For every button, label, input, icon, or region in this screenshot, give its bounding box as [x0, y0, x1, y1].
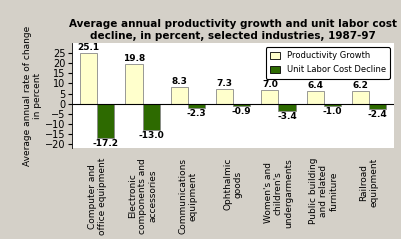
Bar: [170, 87, 187, 104]
Bar: [97, 104, 114, 138]
Bar: [215, 89, 233, 104]
Text: -2.3: -2.3: [186, 109, 206, 118]
Text: -17.2: -17.2: [93, 140, 119, 148]
Text: 6.4: 6.4: [306, 81, 322, 90]
Text: 6.2: 6.2: [352, 81, 367, 90]
Text: -13.0: -13.0: [138, 131, 164, 140]
Y-axis label: Average annual rate of change
in percent: Average annual rate of change in percent: [23, 26, 42, 166]
Bar: [368, 104, 385, 109]
Bar: [187, 104, 205, 108]
Bar: [261, 90, 278, 104]
Bar: [323, 104, 340, 106]
Text: -1.0: -1.0: [322, 107, 341, 116]
Title: Average annual productivity growth and unit labor cost
decline, in percent, sele: Average annual productivity growth and u…: [69, 19, 396, 41]
Text: 8.3: 8.3: [171, 77, 187, 86]
Text: -2.4: -2.4: [367, 109, 387, 119]
Text: 19.8: 19.8: [123, 54, 145, 63]
Legend: Productivity Growth, Unit Labor Cost Decline: Productivity Growth, Unit Labor Cost Dec…: [265, 47, 389, 79]
Bar: [142, 104, 159, 130]
Text: -0.9: -0.9: [231, 107, 251, 115]
Text: -3.4: -3.4: [277, 112, 296, 121]
Text: 7.0: 7.0: [261, 80, 277, 89]
Text: 7.3: 7.3: [216, 79, 232, 88]
Bar: [278, 104, 295, 111]
Bar: [233, 104, 250, 105]
Bar: [351, 91, 368, 104]
Text: 25.1: 25.1: [77, 43, 99, 52]
Bar: [125, 64, 142, 104]
Bar: [80, 53, 97, 104]
Bar: [306, 91, 323, 104]
